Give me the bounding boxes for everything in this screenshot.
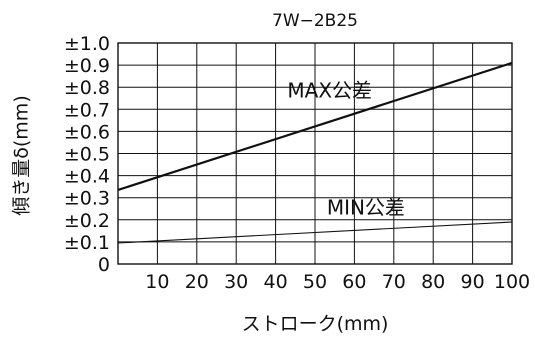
y-tick-label: ±0.4 bbox=[64, 166, 110, 188]
chart-title: 7W−2B25 bbox=[272, 11, 358, 31]
min-tolerance-line bbox=[117, 221, 513, 244]
x-axis-title: ストローク(mm) bbox=[242, 313, 389, 335]
y-tick-label: ±0.9 bbox=[64, 55, 110, 77]
y-tick-label: ±0.1 bbox=[64, 232, 110, 254]
y-tick-label: ±0.2 bbox=[64, 210, 110, 232]
grid-lines bbox=[118, 43, 512, 264]
x-tick-label: 90 bbox=[461, 271, 485, 293]
min-tolerance-label: MIN公差 bbox=[327, 196, 405, 220]
x-tick-label: 20 bbox=[185, 271, 209, 293]
y-tick-label: 0 bbox=[98, 254, 110, 276]
max-tolerance-line bbox=[117, 61, 513, 192]
y-axis-title: 傾き量δ(mm) bbox=[11, 95, 33, 215]
x-tick-label: 50 bbox=[303, 271, 327, 293]
y-tick-label: ±0.8 bbox=[64, 77, 110, 99]
x-tick-label: 40 bbox=[264, 271, 288, 293]
series-lines bbox=[117, 61, 513, 244]
x-tick-label: 60 bbox=[342, 271, 366, 293]
y-tick-label: ±0.7 bbox=[64, 99, 110, 121]
x-tick-label: 80 bbox=[421, 271, 445, 293]
y-tick-label: ±0.6 bbox=[64, 121, 110, 143]
x-tick-label: 70 bbox=[382, 271, 406, 293]
y-tick-label: ±1.0 bbox=[64, 33, 110, 55]
y-tick-label: ±0.3 bbox=[64, 188, 110, 210]
x-tick-label: 30 bbox=[224, 271, 248, 293]
x-tick-label: 10 bbox=[145, 271, 169, 293]
x-tick-labels: 10 20 30 40 50 60 70 80 90 100 bbox=[145, 271, 530, 293]
max-tolerance-label: MAX公差 bbox=[287, 79, 372, 103]
y-tick-label: ±0.5 bbox=[64, 144, 110, 166]
y-tick-labels: 0±0.1±0.2±0.3±0.4±0.5±0.6±0.7±0.8±0.9±1.… bbox=[64, 33, 110, 276]
x-tick-label: 100 bbox=[494, 271, 530, 293]
